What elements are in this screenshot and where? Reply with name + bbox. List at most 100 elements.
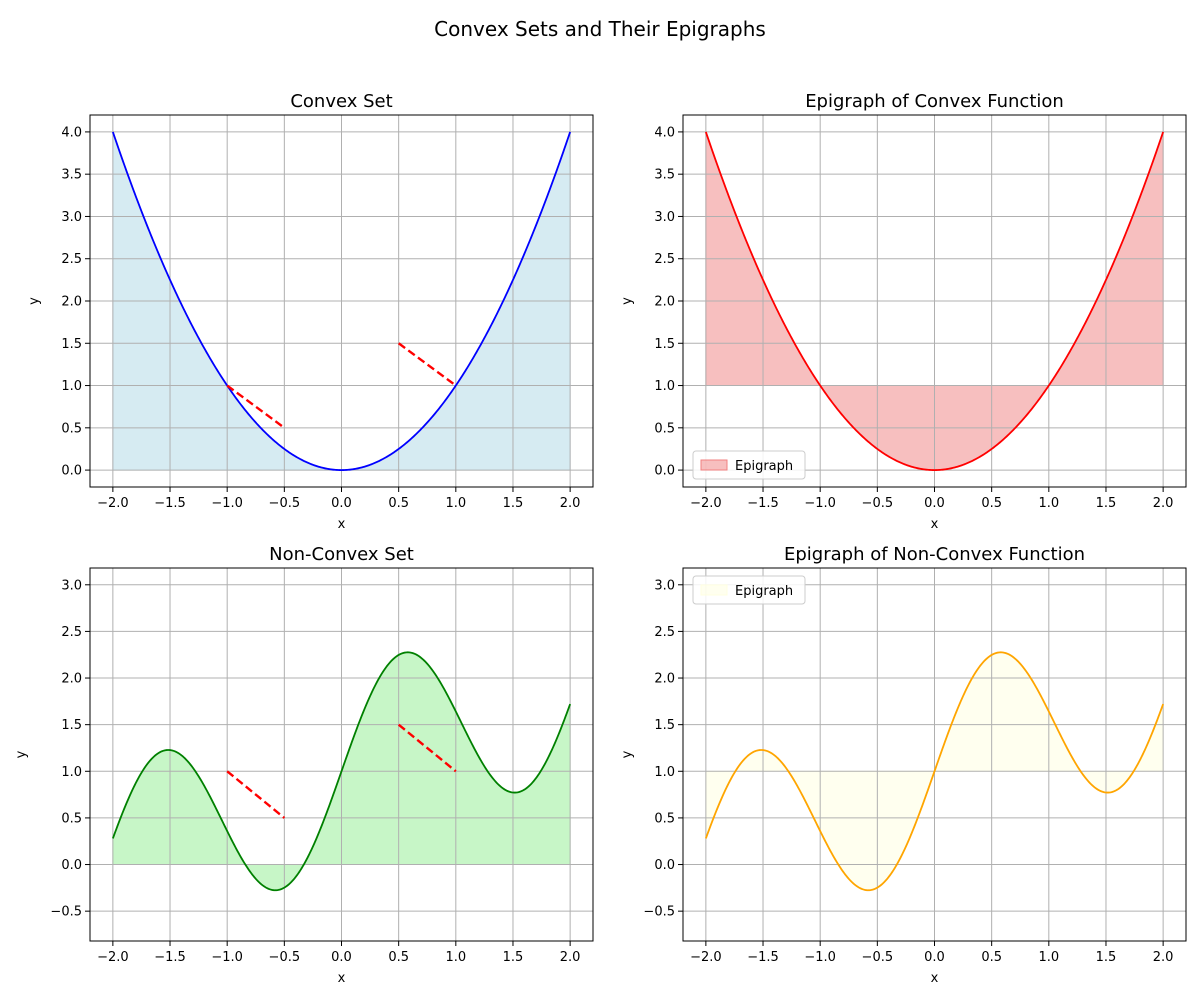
y-tick-label: 0.0 bbox=[61, 464, 82, 479]
y-tick-label: 2.5 bbox=[61, 625, 82, 640]
y-tick-label: 0.5 bbox=[61, 811, 82, 826]
y-tick-label: 2.5 bbox=[654, 625, 675, 640]
x-tick-label: −2.0 bbox=[690, 950, 722, 965]
subplot-4: −2.0 −1.5 −1.0 −0.5 0.0 0.5 1.0 1.5 2.0 −0.5 0.0 0.… bbox=[620, 544, 1187, 986]
x-tick-label: 1.0 bbox=[1038, 496, 1059, 511]
y-tick-label: 2.5 bbox=[654, 252, 675, 267]
subplot-1: −2.0 −1.5 −1.0 −0.5 0.0 0.5 1.0 1.5 2.0 0.0 0.5 1.0… bbox=[27, 91, 594, 532]
subplot-title: Non-Convex Set bbox=[269, 544, 414, 565]
function-line bbox=[705, 131, 1164, 471]
x-tick-label: −1.5 bbox=[154, 950, 186, 965]
x-tick-label: 1.5 bbox=[1096, 950, 1117, 965]
y-tick-label: −0.5 bbox=[50, 905, 82, 920]
y-tick-label: 1.0 bbox=[61, 765, 82, 780]
y-tick-label: 0.0 bbox=[654, 858, 675, 873]
legend-label: Epigraph bbox=[735, 459, 793, 474]
x-tick-label: 0.5 bbox=[388, 496, 409, 511]
y-axis-label: y bbox=[620, 750, 635, 758]
y-tick-label: 1.0 bbox=[61, 379, 82, 394]
x-tick-label: 1.5 bbox=[503, 950, 524, 965]
legend-box bbox=[692, 575, 806, 605]
y-tick-label: 1.5 bbox=[61, 337, 82, 352]
x-tick-label: −0.5 bbox=[862, 496, 894, 511]
y-tick-label: 1.5 bbox=[61, 718, 82, 733]
function-line bbox=[112, 131, 571, 471]
x-tick-label: 0.0 bbox=[924, 950, 945, 965]
x-tick-label: −1.5 bbox=[747, 496, 779, 511]
x-tick-label: −2.0 bbox=[97, 950, 129, 965]
x-tick-label: 1.0 bbox=[445, 496, 466, 511]
x-tick-label: 2.0 bbox=[1153, 950, 1174, 965]
y-axis-label: y bbox=[620, 297, 635, 305]
x-tick-label: 0.5 bbox=[981, 950, 1002, 965]
x-tick-label: −1.0 bbox=[804, 496, 836, 511]
x-tick-label: −1.5 bbox=[154, 496, 186, 511]
x-tick-label: 1.5 bbox=[1096, 496, 1117, 511]
y-tick-label: 0.5 bbox=[654, 421, 675, 436]
subplot-title: Epigraph of Convex Function bbox=[805, 91, 1064, 112]
y-axis-label: y bbox=[14, 750, 29, 758]
x-tick-label: 0.5 bbox=[388, 950, 409, 965]
function-line bbox=[112, 651, 571, 892]
y-axis-label: y bbox=[27, 297, 42, 305]
legend-box bbox=[692, 450, 806, 480]
x-axis-label: x bbox=[338, 971, 346, 986]
x-tick-label: 0.5 bbox=[981, 496, 1002, 511]
x-tick-label: 0.0 bbox=[331, 496, 352, 511]
x-tick-label: −2.0 bbox=[97, 496, 129, 511]
dashed-segment bbox=[226, 770, 286, 819]
x-tick-label: 1.5 bbox=[503, 496, 524, 511]
x-tick-label: −1.5 bbox=[747, 950, 779, 965]
y-tick-label: 3.0 bbox=[654, 210, 675, 225]
x-tick-label: 2.0 bbox=[560, 950, 581, 965]
y-tick-label: 1.5 bbox=[654, 718, 675, 733]
y-tick-label: 0.5 bbox=[61, 421, 82, 436]
function-line bbox=[705, 651, 1164, 892]
x-tick-label: 1.0 bbox=[1038, 950, 1059, 965]
y-tick-label: 1.0 bbox=[654, 765, 675, 780]
subplot-2: −2.0 −1.5 −1.0 −0.5 0.0 0.5 1.0 1.5 2.0 0.0 0.5 1.0… bbox=[620, 91, 1187, 532]
legend-label: Epigraph bbox=[735, 584, 793, 599]
y-tick-label: 2.0 bbox=[654, 295, 675, 310]
subplot-3: −2.0 −1.5 −1.0 −0.5 0.0 0.5 1.0 1.5 2.0 −0.5 0.0 0.… bbox=[14, 544, 594, 986]
y-tick-label: 3.5 bbox=[61, 168, 82, 183]
subplot-title: Epigraph of Non-Convex Function bbox=[784, 544, 1085, 565]
x-tick-label: 2.0 bbox=[1153, 496, 1174, 511]
y-tick-label: −0.5 bbox=[643, 905, 675, 920]
dashed-segment bbox=[397, 723, 457, 773]
y-tick-label: 4.0 bbox=[654, 125, 675, 140]
x-tick-label: 1.0 bbox=[445, 950, 466, 965]
y-tick-label: 3.0 bbox=[61, 210, 82, 225]
y-tick-label: 1.5 bbox=[654, 337, 675, 352]
x-tick-label: −0.5 bbox=[269, 950, 301, 965]
x-tick-label: −1.0 bbox=[211, 950, 243, 965]
y-tick-label: 1.0 bbox=[654, 379, 675, 394]
legend-swatch bbox=[700, 584, 728, 596]
x-tick-label: −0.5 bbox=[269, 496, 301, 511]
x-tick-label: 0.0 bbox=[924, 496, 945, 511]
y-tick-label: 0.0 bbox=[654, 464, 675, 479]
y-tick-label: 0.5 bbox=[654, 811, 675, 826]
y-tick-label: 2.5 bbox=[61, 252, 82, 267]
subplot-grid: −2.0 −1.5 −1.0 −0.5 0.0 0.5 1.0 1.5 2.0 0.0 0.5 1.0… bbox=[14, 91, 1187, 986]
x-axis-label: x bbox=[338, 517, 346, 532]
y-tick-label: 0.0 bbox=[61, 858, 82, 873]
y-tick-label: 3.0 bbox=[61, 578, 82, 593]
x-tick-label: −1.0 bbox=[211, 496, 243, 511]
y-tick-label: 2.0 bbox=[654, 672, 675, 687]
subplot-title: Convex Set bbox=[290, 91, 392, 112]
y-tick-label: 3.5 bbox=[654, 168, 675, 183]
legend: Epigraph bbox=[692, 450, 806, 480]
figure-title: Convex Sets and Their Epigraphs bbox=[434, 17, 766, 41]
y-tick-label: 2.0 bbox=[61, 672, 82, 687]
x-tick-label: −0.5 bbox=[862, 950, 894, 965]
legend-swatch bbox=[700, 459, 728, 471]
legend: Epigraph bbox=[692, 575, 806, 605]
x-tick-label: 2.0 bbox=[560, 496, 581, 511]
x-tick-label: −2.0 bbox=[690, 496, 722, 511]
x-axis-label: x bbox=[931, 517, 939, 532]
x-tick-label: 0.0 bbox=[331, 950, 352, 965]
y-tick-label: 2.0 bbox=[61, 295, 82, 310]
x-tick-label: −1.0 bbox=[804, 950, 836, 965]
